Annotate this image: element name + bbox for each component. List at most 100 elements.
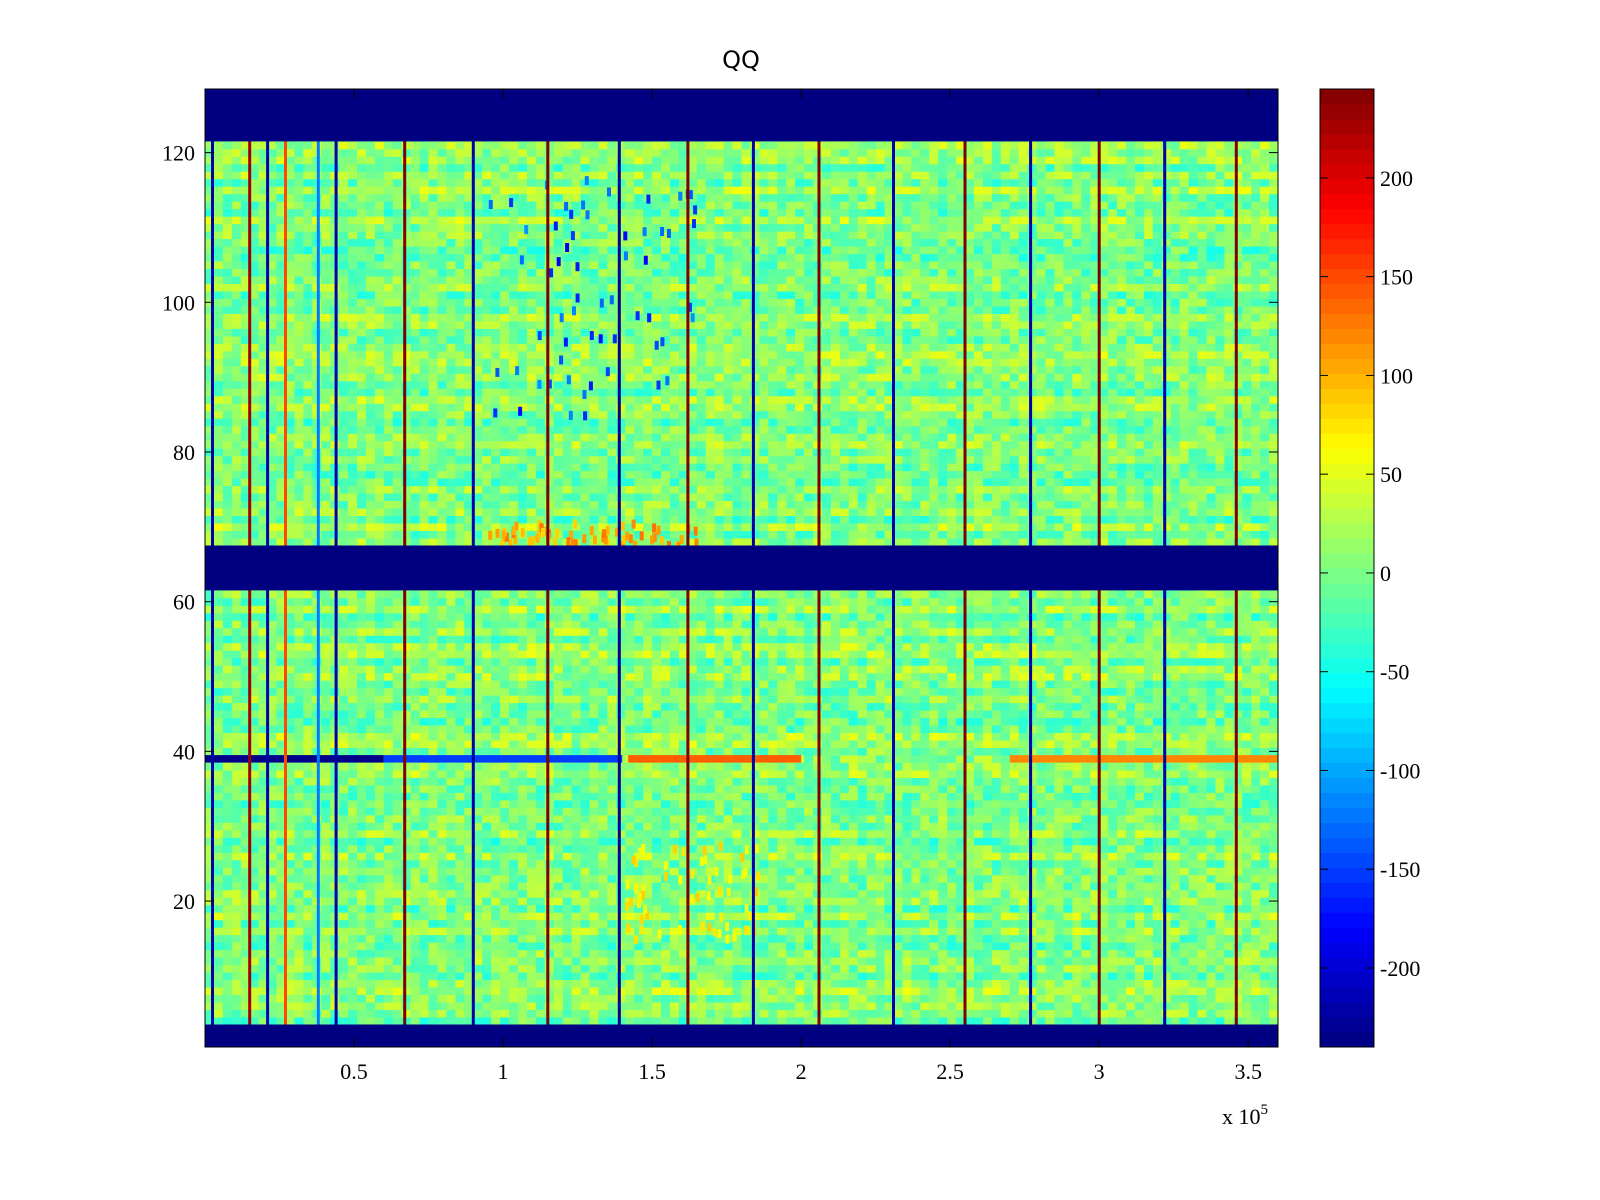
heatmap-cell [249, 732, 260, 741]
heatmap-cell [821, 949, 832, 958]
heatmap-cell [553, 979, 564, 988]
heatmap-cell [1269, 844, 1279, 853]
heatmap-cell [205, 1002, 215, 1010]
heatmap-cell [902, 770, 912, 778]
heatmap-cell [1143, 852, 1154, 861]
heatmap-cell [714, 792, 725, 801]
heatmap-cell [535, 770, 546, 778]
chart-title: QQ [722, 46, 760, 74]
heatmap-cell [634, 942, 644, 951]
heatmap-cell [401, 904, 412, 913]
heatmap-cell [1045, 987, 1056, 996]
heatmap-cell [1090, 889, 1100, 898]
heatmap-cell [1036, 762, 1047, 771]
heatmap-cell [1260, 979, 1270, 988]
heatmap-cell [598, 814, 608, 823]
heatmap-cell [750, 785, 760, 793]
heatmap-cell [607, 732, 617, 741]
heatmap-cell [965, 852, 975, 861]
heatmap-cell [687, 994, 698, 1003]
heatmap-cell [696, 844, 707, 853]
heatmap-cell [276, 837, 287, 846]
heatmap-cell [571, 844, 582, 853]
heatmap-cell [911, 964, 921, 973]
heatmap-cell [1000, 822, 1011, 831]
heatmap-cell [759, 829, 769, 838]
heatmap-cell [741, 814, 752, 823]
heatmap-cell [732, 874, 743, 883]
heatmap-cell [1206, 785, 1217, 793]
heatmap-cell [839, 732, 850, 741]
heatmap-cell [562, 1002, 573, 1010]
heatmap-cell [696, 792, 707, 801]
heatmap-cell [428, 762, 439, 771]
heatmap-cell [661, 904, 671, 913]
heatmap-cell [348, 949, 358, 958]
heatmap-cell [732, 964, 743, 973]
heatmap-cell [383, 837, 394, 846]
heatmap-cell [1134, 807, 1145, 816]
heatmap-cell [205, 957, 215, 966]
heatmap-cell [1117, 770, 1127, 778]
heatmap-cell [678, 792, 689, 801]
heatmap-cell [732, 807, 743, 816]
heatmap-cell [383, 867, 394, 876]
heatmap-cell [321, 874, 331, 883]
heatmap-cell [759, 942, 769, 951]
heatmap-cell [357, 770, 367, 778]
heatmap-cell [938, 762, 948, 771]
heatmap-cell [1063, 762, 1073, 771]
heatmap-cell [562, 1017, 573, 1025]
heatmap-cell [473, 927, 483, 936]
heatmap-cell [1134, 822, 1145, 831]
heatmap-cell [249, 807, 260, 816]
heatmap-cell [669, 927, 680, 936]
heatmap-cell [616, 949, 626, 958]
heatmap-cell [732, 979, 743, 988]
heatmap-cell [973, 762, 984, 771]
heatmap-cell [419, 934, 430, 943]
heatmap-cell [491, 747, 501, 756]
heatmap-cell [795, 957, 805, 966]
heatmap-cell [634, 927, 644, 936]
heatmap-cell [652, 837, 662, 846]
heatmap-cell [580, 1017, 591, 1025]
heatmap-cell [607, 979, 617, 988]
heatmap-cell [437, 777, 448, 786]
heatmap-cell [616, 874, 626, 883]
heatmap-cell [1206, 979, 1217, 988]
heatmap-cell [580, 800, 591, 808]
heatmap-cell [929, 867, 939, 876]
heatmap-cell [893, 747, 904, 756]
heatmap-cell [544, 994, 555, 1003]
heatmap-cell [303, 800, 313, 808]
heatmap-cell [491, 800, 501, 808]
heatmap-cell [1125, 867, 1136, 876]
heatmap-cell [383, 904, 394, 913]
heatmap-cell [1269, 949, 1279, 958]
heatmap-cell [535, 897, 546, 906]
heatmap-cell [1018, 867, 1029, 876]
heatmap-cell [786, 740, 796, 749]
heatmap-cell [303, 859, 313, 868]
heatmap-cell [938, 889, 948, 898]
heatmap-cell [1054, 927, 1064, 936]
heatmap-cell [517, 897, 528, 906]
heatmap-cell [383, 822, 394, 831]
heatmap-cell [929, 792, 939, 801]
heatmap-cell [240, 792, 251, 801]
heatmap-cell [509, 732, 519, 741]
heatmap-cell [401, 964, 412, 973]
heatmap-cell [804, 755, 814, 763]
heatmap-cell [401, 867, 412, 876]
heatmap-cell [392, 785, 403, 793]
heatmap-cell [589, 904, 600, 913]
heatmap-cell [240, 972, 251, 981]
heatmap-cell [348, 777, 358, 786]
heatmap-cell [661, 740, 671, 749]
heatmap-cell [428, 949, 439, 958]
heatmap-cell [777, 829, 787, 838]
heatmap-cell [732, 934, 743, 943]
heatmap-cell [1143, 874, 1154, 883]
heatmap-cell [714, 1002, 725, 1010]
